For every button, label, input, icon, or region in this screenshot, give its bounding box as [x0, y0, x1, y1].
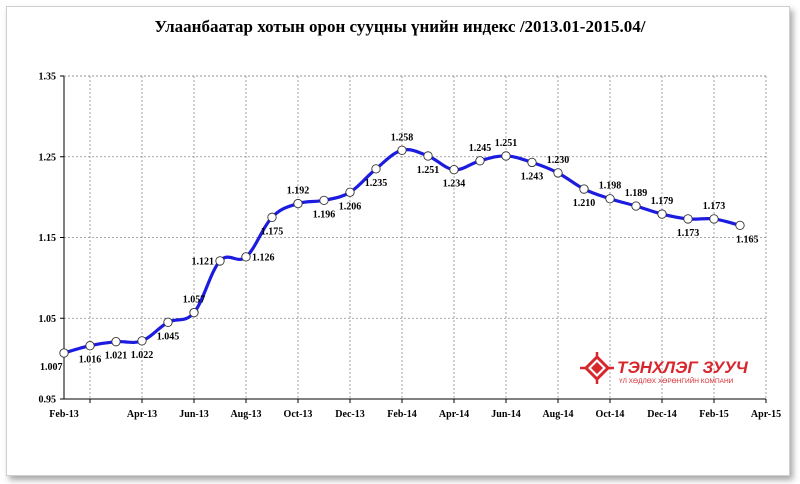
data-point: [163, 317, 173, 327]
data-point: [241, 252, 251, 262]
company-logo: ТЭНХЛЭГ ЗУУЧ ҮЛ ХӨДЛӨХ ХӨРӨНГИЙН КОМПАНИ: [580, 352, 749, 385]
data-label: 1.189: [625, 188, 648, 199]
data-point: [657, 209, 667, 219]
data-point: [215, 256, 225, 266]
data-label: 1.179: [651, 196, 674, 207]
data-point: [605, 194, 615, 204]
x-tick-label: Aug-14: [542, 409, 573, 420]
y-tick-label: 0.95: [39, 395, 57, 406]
data-point: [111, 337, 121, 347]
logo-name: ТЭНХЛЭГ ЗУУЧ: [617, 358, 749, 377]
x-axis-ticks: Feb-13 Apr-13 Jun-13 Aug-13 Oct-13 Dec-13 Feb-…: [49, 399, 781, 420]
data-point: [137, 336, 147, 346]
data-point: [449, 165, 459, 175]
data-point: [423, 151, 433, 161]
x-tick-label: Feb-13: [49, 409, 78, 420]
data-point: [59, 348, 69, 358]
data-point: [345, 187, 355, 197]
data-point: [579, 184, 589, 194]
data-point: [371, 164, 381, 174]
x-tick-label: Jun-14: [491, 409, 520, 420]
data-label: 1.126: [252, 252, 275, 263]
data-point: [85, 341, 95, 351]
logo-subtitle: ҮЛ ХӨДЛӨХ ХӨРӨНГИЙН КОМПАНИ: [619, 376, 734, 385]
data-label: 1.045: [157, 331, 180, 342]
y-tick-label: 1.15: [39, 233, 57, 244]
data-label: 1.245: [469, 143, 492, 154]
data-label: 1.121: [192, 256, 215, 267]
data-label: 1.235: [365, 178, 388, 189]
data-label: 1.258: [391, 132, 414, 143]
data-label: 1.210: [573, 198, 596, 209]
data-label: 1.173: [677, 228, 700, 239]
data-label: 1.175: [261, 226, 284, 237]
data-point: [189, 307, 199, 318]
data-point: [527, 157, 537, 168]
data-label: 1.251: [417, 165, 440, 176]
data-label: 1.016: [79, 355, 102, 366]
x-tick-label: Oct-14: [596, 409, 625, 420]
logo-emblem-icon: [580, 352, 614, 384]
x-tick-label: Feb-15: [699, 409, 728, 420]
data-point: [709, 214, 719, 224]
x-tick-label: Dec-13: [335, 409, 364, 420]
data-label: 1.196: [313, 209, 336, 220]
data-point: [397, 145, 407, 155]
data-label: 1.234: [443, 179, 466, 190]
data-point: [293, 198, 303, 209]
x-tick-label: Apr-14: [439, 409, 469, 420]
data-point: [735, 220, 745, 231]
data-label: 1.173: [703, 201, 726, 212]
x-tick-label: Apr-15: [751, 409, 781, 420]
data-label: 1.243: [521, 171, 544, 182]
data-point: [475, 156, 485, 166]
data-point: [319, 195, 329, 206]
data-markers: [59, 145, 745, 358]
data-label: 1.022: [131, 350, 154, 361]
x-tick-label: Jun-13: [179, 409, 208, 420]
data-point: [631, 201, 641, 211]
data-label: 1.230: [547, 155, 570, 166]
data-point: [553, 168, 563, 178]
data-label: 1.165: [736, 234, 759, 245]
chart-title: Улаанбаатар хотын орон сууцны үнийн инде…: [155, 17, 646, 36]
data-label: 1.206: [339, 201, 362, 212]
data-point: [501, 151, 511, 161]
data-label: 1.251: [495, 138, 518, 149]
chart-frame: [6, 6, 790, 476]
x-tick-label: Oct-13: [284, 409, 313, 420]
y-axis-ticks: 0.95 1.05 1.15 1.25 1.35: [39, 72, 64, 406]
x-tick-label: Dec-14: [647, 409, 676, 420]
data-point: [683, 214, 693, 224]
y-tick-label: 1.25: [39, 152, 57, 163]
grid-lines: [64, 75, 766, 399]
y-tick-label: 1.35: [39, 72, 57, 83]
x-tick-label: Feb-14: [387, 409, 416, 420]
data-label: 1.192: [287, 186, 310, 197]
data-label: 1.057: [183, 295, 206, 306]
data-label: 1.007: [40, 362, 63, 373]
x-tick-label: Aug-13: [230, 409, 261, 420]
x-tick-label: Apr-13: [127, 409, 157, 420]
data-point: [267, 212, 277, 222]
data-label: 1.198: [599, 181, 622, 192]
data-label: 1.021: [105, 351, 128, 362]
y-tick-label: 1.05: [39, 314, 57, 325]
